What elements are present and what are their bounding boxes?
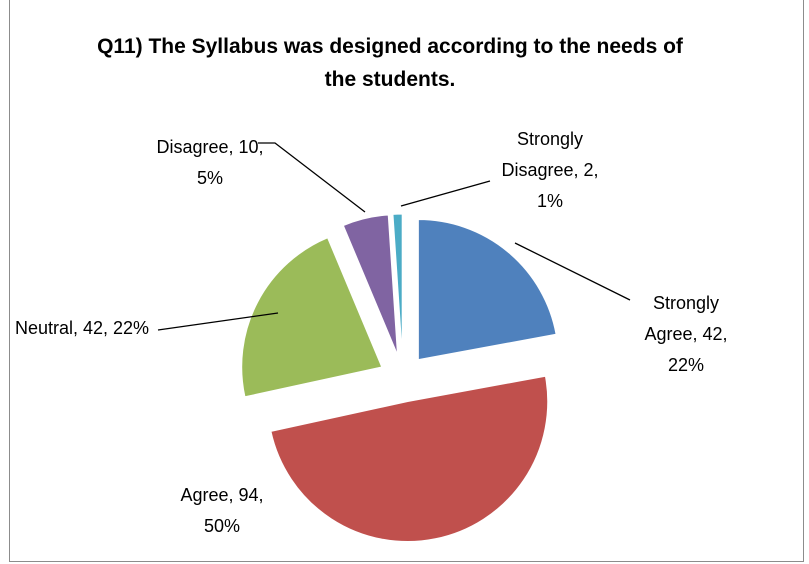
leader-line [400,180,491,207]
data-label: Neutral, 42, 22% [14,318,150,338]
leader-line [157,312,279,331]
data-label: Strongly Disagree, 2, 1% [501,129,599,211]
leader-line [514,242,631,301]
chart-title: Q11) The Syllabus was designed according… [97,35,683,91]
pie-slice [392,213,403,355]
leader-line [258,142,366,213]
pie-slice [342,214,398,355]
data-label: Disagree, 10, 5% [156,137,264,188]
pie-slice [270,375,549,542]
data-label: Agree, 94, 50% [180,485,264,536]
pie-slice [417,219,557,361]
pie-slice [241,237,383,398]
data-label: Strongly Agree, 42, 22% [644,293,728,375]
chart-frame [9,0,804,562]
